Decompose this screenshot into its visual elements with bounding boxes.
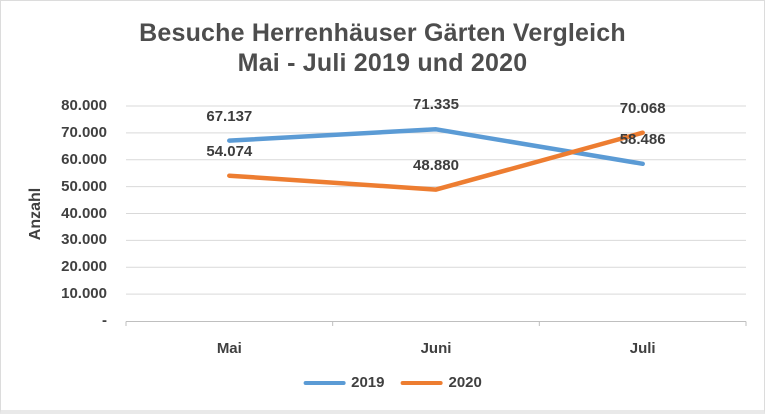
legend-item-2019[interactable]: 2019 xyxy=(303,374,385,391)
series-line-2020[interactable] xyxy=(227,130,645,192)
y-tick-label: 20.000 xyxy=(61,258,107,276)
data-label-2019-Mai: 67.137 xyxy=(206,107,253,125)
x-tick-label-Juni: Juni xyxy=(420,340,452,357)
y-tick-label: 80.000 xyxy=(61,97,107,114)
data-label-2020-Juli: 70.068 xyxy=(619,99,666,117)
y-tick-label: 60.000 xyxy=(61,150,107,168)
legend-label: 2020 xyxy=(448,374,482,391)
data-label-2019-Juni: 71.335 xyxy=(413,96,459,114)
chart-title-line1: Besuche Herrenhäuser Gärten Vergleich xyxy=(139,19,626,47)
chart-title: Besuche Herrenhäuser Gärten Vergleich Ma… xyxy=(1,18,764,78)
y-tick-label: - xyxy=(102,312,107,329)
legend-swatch-2019 xyxy=(303,380,346,385)
y-tick-label: 70.000 xyxy=(61,123,107,141)
chart-title-line2: Mai - Juli 2019 und 2020 xyxy=(237,49,528,77)
y-tick-label: 30.000 xyxy=(61,231,107,249)
data-label-2019-Juli: 58.486 xyxy=(619,130,666,148)
x-tick-label-Juli: Juli xyxy=(629,340,656,357)
data-label-2020-Mai: 54.074 xyxy=(206,142,253,160)
x-tick-label-Mai: Mai xyxy=(216,340,242,357)
legend-item-2020[interactable]: 2020 xyxy=(400,374,482,391)
legend: 2019 2020 xyxy=(303,374,482,391)
y-tick-label: 10.000 xyxy=(61,285,107,303)
legend-label: 2019 xyxy=(351,374,385,391)
data-label-2020-Juni: 48.880 xyxy=(413,156,459,174)
legend-swatch-2020 xyxy=(400,380,443,385)
y-tick-label: 50.000 xyxy=(61,177,107,195)
y-tick-label: 40.000 xyxy=(61,204,107,222)
